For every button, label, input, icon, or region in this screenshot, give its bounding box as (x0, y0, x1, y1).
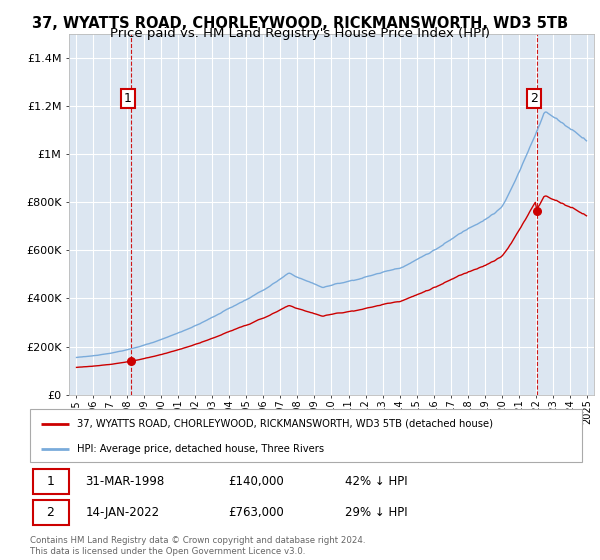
Text: £763,000: £763,000 (229, 506, 284, 519)
Text: Price paid vs. HM Land Registry's House Price Index (HPI): Price paid vs. HM Land Registry's House … (110, 27, 490, 40)
Point (532, 207, 541, 216)
FancyBboxPatch shape (30, 409, 582, 462)
Text: £140,000: £140,000 (229, 475, 284, 488)
Text: 42% ↓ HPI: 42% ↓ HPI (344, 475, 407, 488)
Text: HPI: Average price, detached house, Three Rivers: HPI: Average price, detached house, Thre… (77, 444, 324, 454)
FancyBboxPatch shape (33, 500, 68, 525)
Text: 2: 2 (46, 506, 55, 519)
Text: 29% ↓ HPI: 29% ↓ HPI (344, 506, 407, 519)
Text: 1: 1 (124, 92, 132, 105)
Text: 1: 1 (46, 475, 55, 488)
Point (126, 357, 136, 366)
FancyBboxPatch shape (33, 469, 68, 494)
Text: 37, WYATTS ROAD, CHORLEYWOOD, RICKMANSWORTH, WD3 5TB: 37, WYATTS ROAD, CHORLEYWOOD, RICKMANSWO… (32, 16, 568, 31)
Text: 37, WYATTS ROAD, CHORLEYWOOD, RICKMANSWORTH, WD3 5TB (detached house): 37, WYATTS ROAD, CHORLEYWOOD, RICKMANSWO… (77, 419, 493, 429)
Text: 14-JAN-2022: 14-JAN-2022 (85, 506, 160, 519)
Text: 31-MAR-1998: 31-MAR-1998 (85, 475, 164, 488)
Text: 2: 2 (530, 92, 538, 105)
Text: Contains HM Land Registry data © Crown copyright and database right 2024.
This d: Contains HM Land Registry data © Crown c… (30, 536, 365, 556)
